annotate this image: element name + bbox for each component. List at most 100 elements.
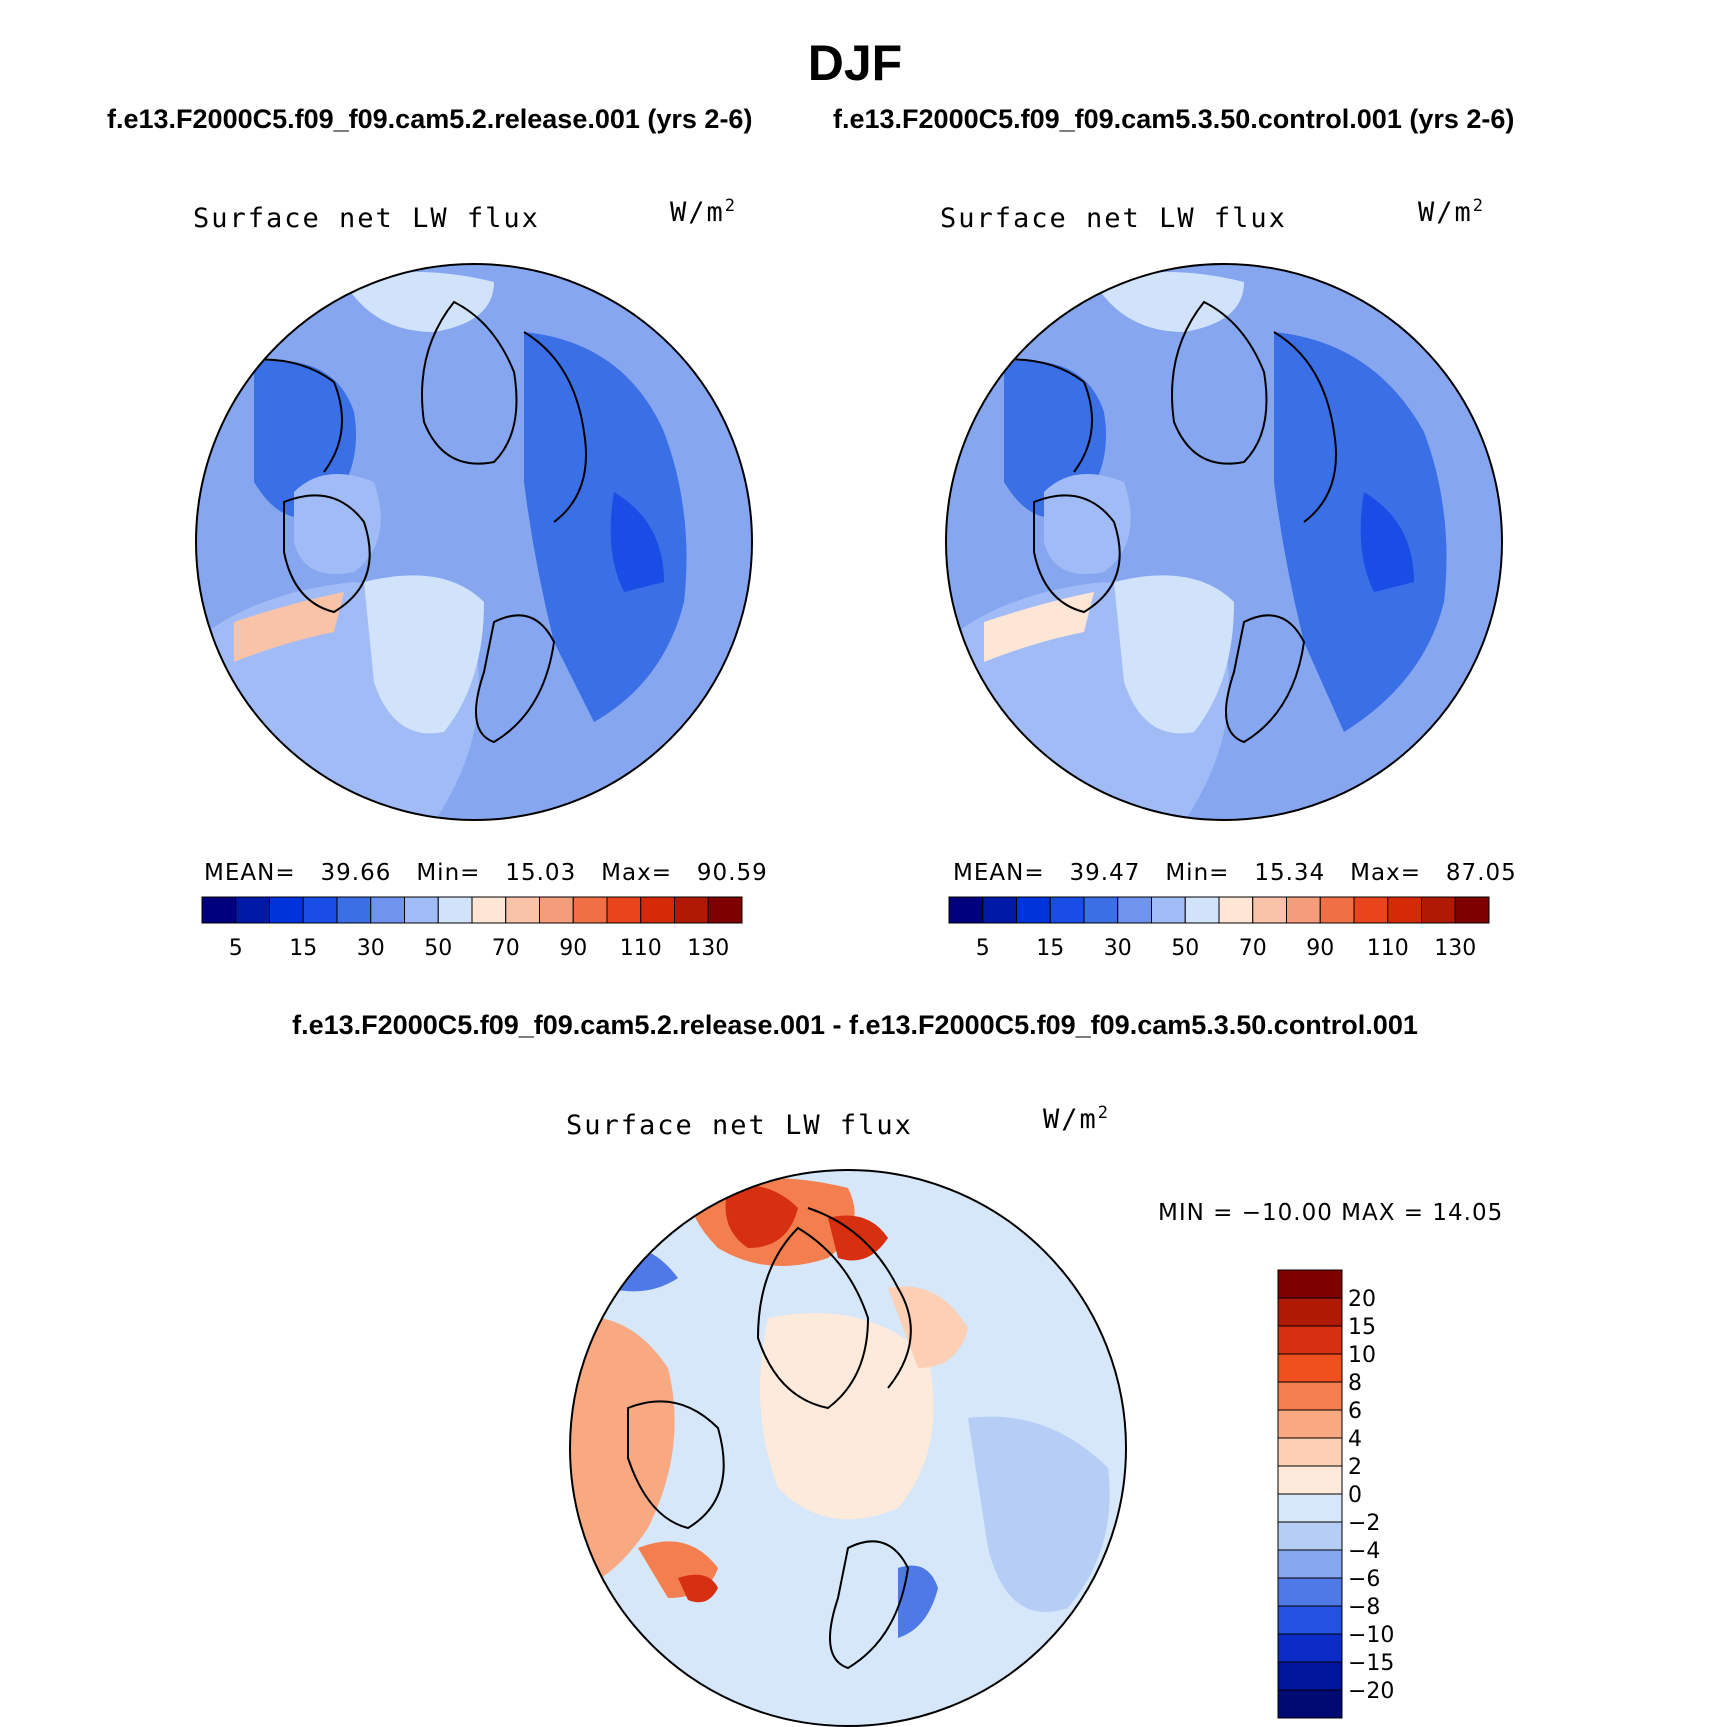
europe-siberia-low-region — [524, 332, 687, 722]
colorbar-swatches — [201, 896, 743, 924]
colorbar-tick-label: 30 — [1104, 936, 1132, 961]
colorbar-swatch — [1151, 896, 1186, 924]
colorbar-swatch — [1218, 896, 1254, 924]
colorbar-swatch — [1277, 1269, 1343, 1299]
colorbar-swatch — [1277, 1381, 1343, 1411]
polar-map-panel2 — [945, 263, 1503, 821]
min-label: Min= — [416, 860, 481, 886]
diff-cool-east-region — [968, 1416, 1110, 1612]
max-label: Max= — [1350, 860, 1421, 886]
panel1-units: W/m2 — [670, 196, 738, 228]
colorbar-tick-label: 50 — [1171, 936, 1199, 961]
mean-label: MEAN= — [204, 860, 296, 886]
colorbar-swatch — [1016, 896, 1051, 924]
colorbar-swatch — [1454, 896, 1490, 924]
colorbar-swatch — [1083, 896, 1119, 924]
difference-title: f.e13.F2000C5.f09_f09.cam5.2.release.001… — [292, 1010, 1418, 1040]
coastline-scandinavia — [829, 1540, 910, 1670]
colorbar-swatch — [1277, 1437, 1343, 1467]
figure-title: DJF — [807, 35, 903, 91]
diff-units: W/m2 — [1043, 1103, 1111, 1135]
colorbar-tick-label: −4 — [1348, 1539, 1380, 1564]
siberia-min-region — [610, 492, 664, 592]
europe-siberia-low-region — [1274, 332, 1447, 732]
colorbar-swatch — [1421, 896, 1456, 924]
coastline-arctic — [756, 1226, 870, 1410]
diff-warm-siberia-region — [888, 1286, 968, 1368]
colorbar-swatch — [1277, 1493, 1343, 1523]
colorbar-swatch — [1277, 1577, 1343, 1607]
colorbar-tick-label: 30 — [357, 936, 385, 961]
panel2-units: W/m2 — [1418, 196, 1486, 228]
panel2-variable: Surface net LW flux — [940, 203, 1287, 234]
north-atlantic-light-region — [1114, 575, 1234, 734]
pacific-light-region — [344, 272, 494, 332]
colorbar-swatch — [1277, 1689, 1343, 1719]
greenland-region — [294, 474, 381, 574]
max-label: Max= — [601, 860, 672, 886]
colorbar-swatch — [1252, 896, 1287, 924]
coastline-greenland — [627, 1400, 725, 1530]
colorbar-swatch — [948, 896, 984, 924]
colorbar-swatches — [948, 896, 1490, 924]
colorbar-swatch — [1286, 896, 1321, 924]
coastline-scandinavia — [1225, 614, 1306, 744]
min-value: 15.34 — [1254, 860, 1326, 886]
colorbar-swatch — [471, 896, 507, 924]
panel1-stats: MEAN= 39.66 Min= 15.03 Max= 90.59 — [204, 860, 768, 886]
coastline-arctic — [1171, 300, 1268, 465]
diff-cold-scandinavia-region — [898, 1565, 938, 1638]
colorbar-swatch — [1049, 896, 1085, 924]
warm-band-region — [984, 592, 1094, 662]
panel2-stats: MEAN= 39.47 Min= 15.34 Max= 87.05 — [953, 860, 1517, 886]
mean-value: 39.66 — [320, 860, 392, 886]
colorbar-tick-label: 8 — [1348, 1371, 1362, 1396]
case2-title: f.e13.F2000C5.f09_f09.cam5.3.50.control.… — [833, 104, 1515, 134]
north-atlantic-light-region — [364, 575, 484, 734]
colorbar-tick-label: 15 — [1348, 1315, 1376, 1340]
min-label: Min= — [1165, 860, 1230, 886]
diff-warm-west-region — [570, 1316, 675, 1588]
colorbar-swatch — [539, 896, 574, 924]
colorbar-swatch — [1277, 1409, 1343, 1439]
colorbar-tick-label: −15 — [1348, 1651, 1394, 1676]
colorbar-ticks: 5 15 30 50 70 90 110 130 — [229, 936, 730, 961]
colorbar-tick-label: 110 — [1367, 936, 1409, 961]
colorbar-tick-label: −6 — [1348, 1567, 1380, 1592]
colorbar-tick-label: −8 — [1348, 1595, 1380, 1620]
colorbar-swatch — [370, 896, 405, 924]
colorbar-swatch — [1184, 896, 1220, 924]
coastline-siberia — [807, 1207, 912, 1389]
colorbar-tick-label: 5 — [976, 936, 990, 961]
colorbar-tick-label: 110 — [620, 936, 662, 961]
colorbar-swatch — [1277, 1605, 1343, 1635]
colorbar-swatch — [201, 896, 237, 924]
colorbar-swatch — [982, 896, 1017, 924]
coastline-siberia — [523, 331, 587, 523]
colorbar-swatch — [1277, 1465, 1343, 1495]
min-value: 15.03 — [505, 860, 577, 886]
colorbar-swatch — [437, 896, 473, 924]
coastline-scandinavia — [475, 614, 556, 744]
colorbar-panel1: 5 15 30 50 70 90 110 130 — [201, 896, 743, 961]
colorbar-swatch — [606, 896, 642, 924]
colorbar-swatch — [505, 896, 540, 924]
mean-label: MEAN= — [953, 860, 1045, 886]
diff-hot-spot-1 — [725, 1185, 798, 1248]
colorbar-swatch — [1277, 1549, 1343, 1579]
colorbar-panel2: 5 15 30 50 70 90 110 130 — [948, 896, 1490, 961]
diff-neutral-arctic-region — [760, 1313, 934, 1520]
colorbar-swatch — [1277, 1661, 1343, 1691]
colorbar-swatch — [404, 896, 439, 924]
colorbar-swatch — [1277, 1353, 1343, 1383]
colorbar-tick-label: 20 — [1348, 1287, 1376, 1312]
colorbar-tick-label: −2 — [1348, 1511, 1380, 1536]
colorbar-swatch — [336, 896, 372, 924]
colorbar-swatch — [1277, 1325, 1343, 1355]
colorbar-tick-label: 0 — [1348, 1483, 1362, 1508]
colorbar-swatch — [707, 896, 743, 924]
diff-min-max: MIN = −10.00 MAX = 14.05 — [1158, 1200, 1504, 1226]
colorbar-swatch — [302, 896, 338, 924]
